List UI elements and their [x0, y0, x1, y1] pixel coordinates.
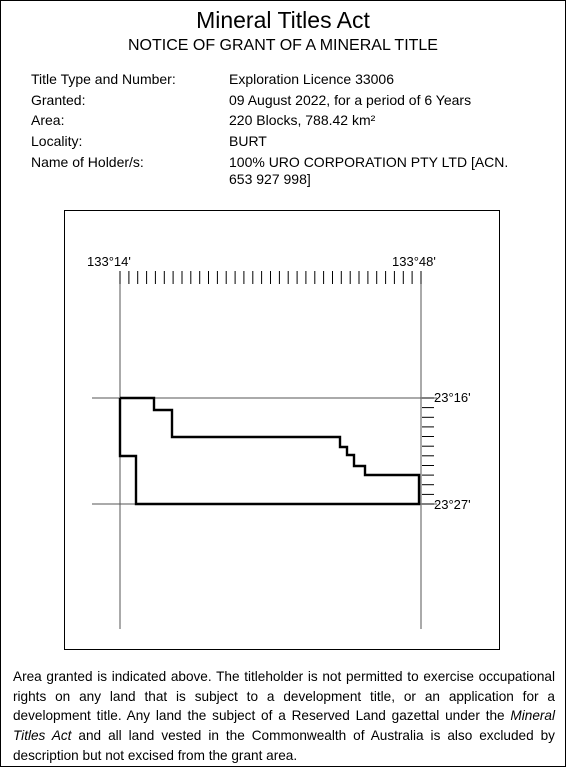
lat-north-label: 23°16' [434, 390, 471, 405]
locality-label: Locality: [31, 133, 83, 149]
area-label: Area: [31, 112, 65, 128]
holder-value: 100% URO CORPORATION PTY LTD [ACN. [229, 154, 509, 170]
lon-west-label: 133°14' [87, 254, 131, 269]
note-text-part2: and all land vested in the Commonwealth … [13, 728, 555, 763]
grant-area-map: 133°14' 133°48' 23°16' 23°27' [64, 210, 500, 650]
map-drawing: 133°14' 133°48' 23°16' 23°27' [87, 254, 471, 629]
note-act-name: Mineral Titles Act [13, 708, 555, 744]
area-value: 220 Blocks, 788.42 km² [229, 112, 376, 128]
lat-south-label: 23°27' [434, 497, 471, 512]
licence-boundary [118, 396, 421, 506]
note-text-part1: Area granted is indicated above. The tit… [13, 669, 555, 724]
title-type-value: Exploration Licence 33006 [229, 71, 395, 87]
holder-value-line2: 653 927 998] [229, 171, 311, 187]
locality-value: BURT [229, 133, 267, 149]
grant-note: Area granted is indicated above. The tit… [13, 667, 555, 766]
holder-label: Name of Holder/s: [31, 154, 144, 170]
latitude-tick-scale [422, 397, 434, 505]
granted-label: Granted: [31, 92, 86, 108]
longitude-tick-scale [119, 271, 422, 284]
granted-value: 09 August 2022, for a period of 6 Years [229, 92, 472, 108]
lon-east-label: 133°48' [392, 254, 436, 269]
notice-title: Mineral Titles Act [196, 7, 370, 33]
notice-subtitle: NOTICE OF GRANT OF A MINERAL TITLE [128, 37, 438, 54]
title-type-label: Title Type and Number: [31, 71, 176, 87]
